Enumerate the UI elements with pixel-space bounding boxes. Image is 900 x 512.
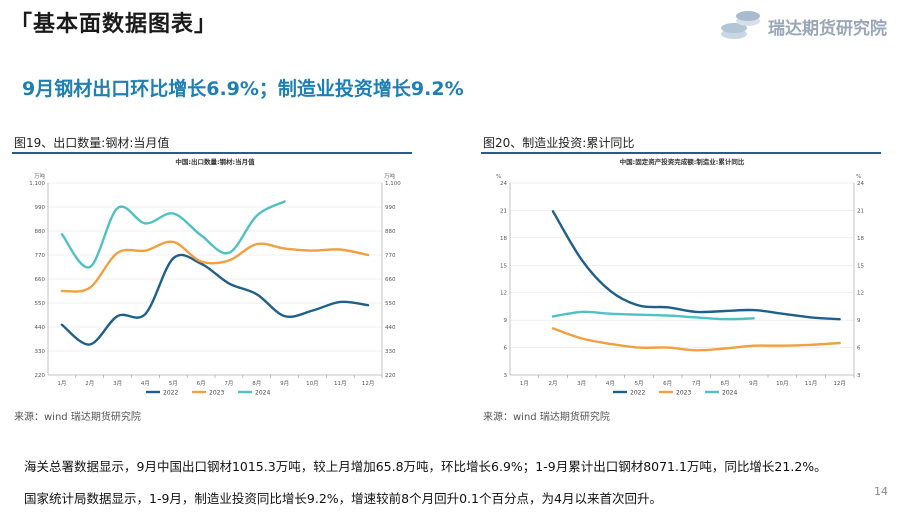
x-tick-label: 12月	[362, 380, 375, 387]
chart-title: 中国:固定资产投资完成额:制造业:累计同比	[620, 157, 745, 166]
y-left-tick-label: 6	[504, 346, 508, 352]
y-left-tick-label: 440	[35, 325, 46, 331]
x-tick-label: 7月	[692, 380, 701, 387]
y-left-tick-label: 15	[500, 263, 507, 269]
x-tick-label: 10月	[776, 380, 789, 387]
y-right-tick-label: 660	[385, 277, 396, 283]
y-left-tick-label: 550	[35, 301, 46, 307]
y-right-tick-label: 21	[857, 208, 864, 214]
x-tick-label: 1月	[57, 380, 66, 387]
y-right-tick-label: 12	[857, 291, 864, 297]
y-left-tick-label: 220	[35, 373, 46, 379]
x-tick-label: 10月	[306, 380, 319, 387]
y-right-tick-label: 990	[385, 205, 396, 211]
page-number: 14	[874, 485, 888, 498]
y-left-tick-label: 12	[500, 291, 507, 297]
y-left-unit: 万吨	[34, 172, 46, 180]
series-line-2022	[551, 210, 841, 321]
x-tick-label: 9月	[280, 380, 289, 387]
x-tick-label: 7月	[224, 380, 233, 387]
y-right-unit: %	[856, 174, 861, 180]
x-tick-label: 11月	[334, 380, 347, 387]
y-left-tick-label: 880	[35, 229, 46, 235]
series-line-2023	[60, 240, 370, 293]
legend-label: 2024	[722, 390, 737, 396]
x-tick-label: 5月	[169, 380, 178, 387]
y-right-tick-label: 770	[385, 253, 396, 259]
x-tick-label: 12月	[833, 380, 846, 387]
y-right-tick-label: 550	[385, 301, 396, 307]
y-right-unit: 万吨	[384, 172, 396, 180]
coins-icon	[721, 11, 760, 39]
x-tick-label: 6月	[663, 380, 672, 387]
y-right-tick-label: 440	[385, 325, 396, 331]
page-title: 「基本面数据图表」	[10, 12, 218, 37]
figure-19-divider	[12, 152, 412, 154]
y-left-tick-label: 660	[35, 277, 46, 283]
y-left-tick-label: 18	[500, 236, 507, 242]
headline: 9月钢材出口环比增长6.9%；制造业投资增长9.2%	[22, 78, 464, 100]
x-tick-label: 9月	[749, 380, 758, 387]
y-right-tick-label: 880	[385, 229, 396, 235]
y-right-tick-label: 9	[857, 318, 861, 324]
legend-label: 2023	[209, 390, 224, 396]
legend-label: 2022	[630, 390, 645, 396]
x-tick-label: 3月	[113, 380, 122, 387]
y-left-tick-label: 24	[500, 181, 507, 187]
y-right-tick-label: 330	[385, 349, 396, 355]
chart-title: 中国:出口数量:钢材:当月值	[175, 157, 255, 166]
body-paragraph-investment: 国家统计局数据显示，1-9月，制造业投资同比增长9.2%，增速较前8个月回升0.…	[24, 491, 662, 506]
x-tick-label: 2月	[85, 380, 94, 387]
x-tick-label: 8月	[721, 380, 730, 387]
logo-text: 瑞达期货研究院	[768, 19, 887, 39]
y-left-tick-label: 990	[35, 205, 46, 211]
x-tick-label: 6月	[197, 380, 206, 387]
body-paragraph-exports: 海关总署数据显示，9月中国出口钢材1015.3万吨，较上月增加65.8万吨，环比…	[24, 459, 827, 474]
series-line-2022	[60, 253, 370, 346]
x-tick-label: 8月	[252, 380, 261, 387]
legend-label: 2022	[163, 390, 178, 396]
y-right-tick-label: 6	[857, 346, 861, 352]
series-line-2024	[60, 200, 286, 269]
x-tick-label: 4月	[141, 380, 150, 387]
y-right-tick-label: 15	[857, 263, 864, 269]
y-right-tick-label: 1,100	[385, 181, 401, 187]
y-left-unit: %	[496, 174, 501, 180]
x-tick-label: 5月	[635, 380, 644, 387]
x-tick-label: 1月	[520, 380, 529, 387]
x-tick-label: 2月	[549, 380, 558, 387]
series-line-2023	[551, 327, 841, 352]
figure-19-caption: 图19、出口数量:钢材:当月值	[14, 136, 170, 150]
x-tick-label: 3月	[577, 380, 586, 387]
figure-20-caption: 图20、制造业投资:累计同比	[483, 136, 635, 150]
figure-20-source: 来源：wind 瑞达期货研究院	[483, 412, 610, 423]
y-left-tick-label: 21	[500, 208, 507, 214]
y-left-tick-label: 770	[35, 253, 46, 259]
y-right-tick-label: 220	[385, 373, 396, 379]
y-right-tick-label: 24	[857, 181, 864, 187]
figure-19-source: 来源：wind 瑞达期货研究院	[14, 412, 141, 423]
legend-label: 2023	[676, 390, 691, 396]
x-tick-label: 4月	[606, 380, 615, 387]
y-left-tick-label: 9	[504, 318, 508, 324]
y-right-tick-label: 3	[857, 373, 861, 379]
y-right-tick-label: 18	[857, 236, 864, 242]
legend-label: 2024	[255, 390, 270, 396]
x-tick-label: 11月	[805, 380, 818, 387]
chart-manufacturing-investment: 中国:固定资产投资完成额:制造业:累计同比% % 3 3 6 6 9 9 12 12 15 15 18 1…	[496, 157, 864, 396]
figure-20-divider	[481, 152, 881, 154]
company-logo: 瑞达期货研究院	[718, 8, 888, 44]
y-left-tick-label: 1,100	[29, 181, 45, 187]
series-line-2024	[551, 310, 755, 321]
y-left-tick-label: 3	[504, 373, 508, 379]
y-left-tick-label: 330	[35, 349, 46, 355]
